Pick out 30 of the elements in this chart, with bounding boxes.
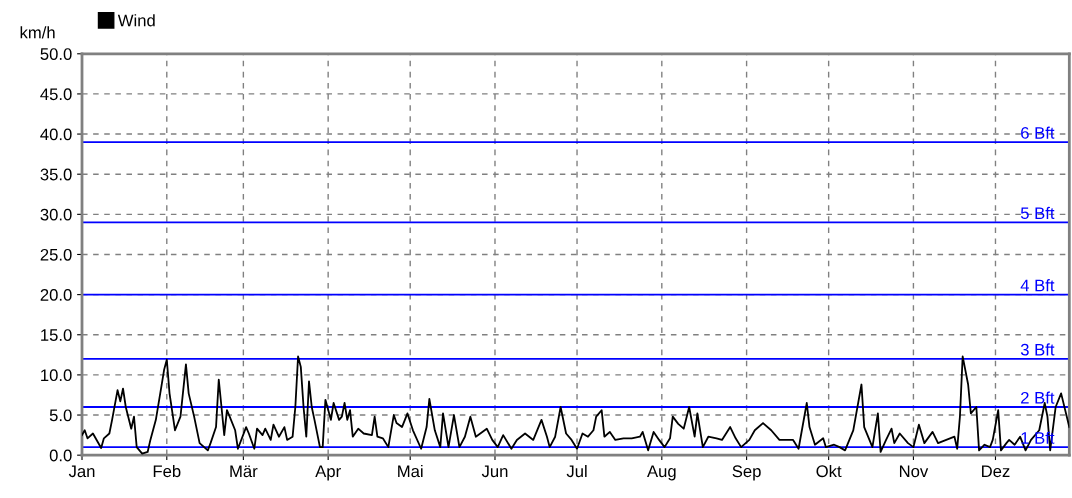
ref-line-label: 4 Bft bbox=[1020, 279, 1055, 292]
x-tick-label: Feb bbox=[153, 464, 181, 478]
ref-line-label: 3 Bft bbox=[1020, 343, 1055, 356]
legend-label: Wind bbox=[117, 14, 155, 27]
ref-line-label: 5 Bft bbox=[1020, 206, 1055, 220]
x-tick-label: Mär bbox=[230, 465, 258, 478]
x-tick-label: Apr bbox=[315, 465, 341, 481]
y-axis-title: km/h bbox=[20, 26, 55, 39]
ref-line-label: 6 Bft bbox=[1021, 126, 1055, 139]
x-tick-label: Aug bbox=[647, 465, 676, 481]
y-tick-label: 45.0 bbox=[40, 88, 72, 101]
x-tick-label: Okt bbox=[816, 464, 842, 478]
y-tick-label: 5.0 bbox=[49, 409, 72, 422]
y-tick-label: 10.0 bbox=[41, 369, 72, 382]
y-tick-label: 35.0 bbox=[40, 168, 72, 181]
y-tick-label: 30.0 bbox=[40, 208, 72, 221]
x-tick-label: Nov bbox=[899, 465, 929, 478]
x-tick-label: Sep bbox=[732, 465, 761, 481]
y-tick-label: 20.0 bbox=[40, 289, 72, 301]
y-tick-label: 40.0 bbox=[40, 128, 72, 141]
ref-line-label: 2 Bft bbox=[1021, 391, 1055, 404]
y-tick-label: 0.0 bbox=[49, 449, 72, 462]
x-tick-label: Dez bbox=[982, 465, 1010, 478]
x-tick-label: Mai bbox=[398, 464, 423, 478]
y-tick-label: 15.0 bbox=[41, 329, 72, 341]
x-tick-label: Jan bbox=[68, 465, 95, 478]
x-tick-label: Jun bbox=[481, 465, 508, 478]
y-tick-label: 25.0 bbox=[40, 248, 72, 261]
y-tick-label: 50.0 bbox=[40, 48, 72, 60]
x-tick-label: Jul bbox=[566, 464, 587, 478]
